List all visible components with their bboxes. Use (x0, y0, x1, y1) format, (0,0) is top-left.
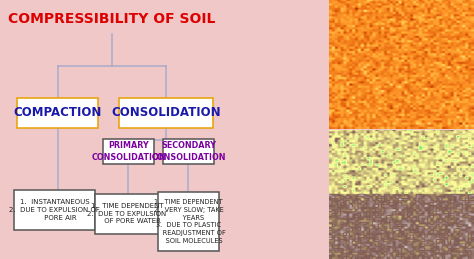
Text: 1.  TIME DEPENDENT
2.  VERY SLOW; TAKE
     YEARS
3.  DUE TO PLASTIC
     READJU: 1. TIME DEPENDENT 2. VERY SLOW; TAKE YEA… (152, 199, 225, 244)
Text: PRIMARY
CONSOLIDATION: PRIMARY CONSOLIDATION (91, 141, 166, 162)
Text: 1.  TIME DEPENDENT
2.  DUE TO EXPULSION
     OF PORE WATER: 1. TIME DEPENDENT 2. DUE TO EXPULSION OF… (87, 203, 166, 225)
FancyBboxPatch shape (119, 98, 213, 128)
Text: CONSOLIDATION: CONSOLIDATION (111, 106, 221, 119)
Text: 1.  INSTANTANEOUS
2.  DUE TO EXPULSION OF
     PORE AIR: 1. INSTANTANEOUS 2. DUE TO EXPULSION OF … (9, 199, 100, 221)
Text: SECONDARY
CONSOLIDATION: SECONDARY CONSOLIDATION (151, 141, 226, 162)
FancyBboxPatch shape (158, 192, 219, 251)
Text: COMPACTION: COMPACTION (13, 106, 102, 119)
FancyBboxPatch shape (103, 139, 154, 164)
FancyBboxPatch shape (95, 194, 159, 234)
FancyBboxPatch shape (163, 139, 214, 164)
FancyBboxPatch shape (14, 190, 95, 230)
FancyBboxPatch shape (17, 98, 98, 128)
Text: COMPRESSIBILITY OF SOIL: COMPRESSIBILITY OF SOIL (9, 12, 216, 26)
